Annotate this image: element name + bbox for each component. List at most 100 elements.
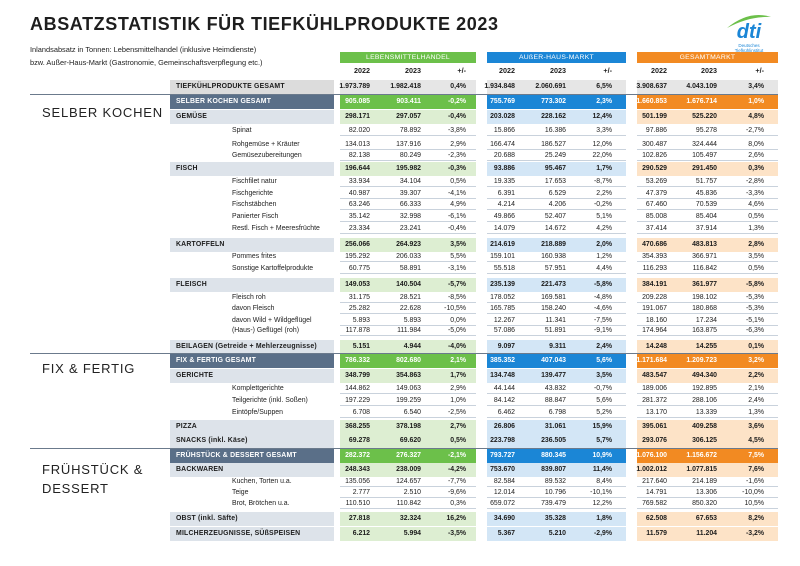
row-separator (487, 508, 626, 509)
row-separator (487, 313, 626, 314)
row-value: 39.307 (399, 190, 421, 197)
row-value: 37.914 (695, 225, 717, 232)
row-label: TIEFKÜHLPRODUKTE GESAMT (176, 83, 285, 90)
row-value: 196.644 (345, 165, 370, 172)
row-label: MILCHERZEUGNISSE, SÜßSPEISEN (176, 530, 301, 537)
row-value: -5,7% (447, 281, 466, 288)
row-value: 214.189 (692, 478, 717, 485)
page-title: ABSATZSTATISTIK FÜR TIEFKÜHLPRODUKTE 202… (30, 14, 499, 34)
row-value: 6.540 (403, 409, 421, 416)
row-separator (637, 135, 778, 136)
row-separator (340, 149, 476, 150)
row-value: 192.895 (692, 385, 717, 392)
row-value: -5,8% (745, 281, 764, 288)
row-value: 93.886 (493, 165, 515, 172)
row-value: 793.727 (490, 452, 515, 459)
row-value: 659.072 (490, 500, 515, 507)
row-value: 1,3% (748, 409, 764, 416)
row-value: 3,5% (748, 253, 764, 260)
row-value: -1,6% (745, 478, 764, 485)
row-value: 206.033 (396, 253, 421, 260)
row-separator (340, 209, 476, 210)
row-value: 1.171.684 (636, 357, 667, 364)
row-value: 27.818 (348, 515, 370, 522)
row-value: 16.386 (544, 127, 566, 134)
table-row: Gemüsezubereitungen 82.138 80.249 -2,3% 20.6… (0, 150, 800, 161)
row-label-background (170, 238, 334, 252)
row-value: 111.984 (397, 327, 421, 334)
row-value: 276.327 (396, 452, 421, 459)
row-value: 66.333 (399, 201, 421, 208)
row-value: 264.923 (396, 241, 421, 248)
table-row: KARTOFFELN 256.066 264.923 3,5% 214.619 218.8… (0, 238, 800, 252)
row-separator (637, 273, 778, 274)
table-row: Komplettgerichte 144.862 149.063 2,9% 44.144… (0, 383, 800, 394)
row-value: 117.878 (345, 327, 370, 334)
row-value: 88.847 (544, 397, 566, 404)
row-label: Panierter Fisch (232, 213, 279, 220)
logo-tagline-2: Tiefkühlinstitut (735, 48, 764, 53)
row-value: 281.372 (642, 397, 667, 404)
row-value: 5,6% (596, 357, 612, 364)
row-value: 149.053 (345, 281, 370, 288)
group-cell-background (340, 449, 476, 463)
row-value: 35.328 (544, 515, 566, 522)
row-value: 12.267 (493, 317, 515, 324)
row-value: 16,2% (446, 515, 466, 522)
row-value: -3,8% (447, 127, 466, 134)
row-value: 5.210 (548, 530, 566, 537)
row-value: -7,5% (593, 317, 612, 324)
group-cell-background (487, 340, 626, 354)
table-row: Teige 2.777 2.510 -9,6% 12.014 10.796 -10,1% 14… (0, 487, 800, 498)
row-value: 2,9% (450, 385, 466, 392)
row-value: 3,3% (596, 127, 612, 134)
row-value: 7,5% (748, 452, 764, 459)
row-value: -10,1% (590, 489, 612, 496)
row-value: 753.670 (490, 466, 515, 473)
row-value: 361.977 (692, 281, 717, 288)
row-value: 4,2% (596, 225, 612, 232)
row-value: 6.798 (548, 409, 566, 416)
group-cell-background (340, 434, 476, 448)
row-separator (637, 325, 778, 326)
row-value: 12,2% (592, 500, 612, 507)
row-separator (637, 313, 778, 314)
row-value: 197.229 (345, 397, 370, 404)
row-value: 32.998 (399, 213, 421, 220)
group-cell-background (487, 420, 626, 434)
row-value: 5,1% (596, 213, 612, 220)
row-value: 12,0% (592, 141, 612, 148)
row-value: 2,8% (748, 241, 764, 248)
group-cell-background (637, 354, 778, 368)
row-value: 82.020 (348, 127, 370, 134)
row-separator (637, 198, 778, 199)
row-label: Komplettgerichte (232, 385, 284, 392)
row-value: 7,6% (748, 466, 764, 473)
row-label: Eintöpfe/Suppen (232, 409, 283, 416)
row-value: -4,2% (447, 466, 466, 473)
row-value: 25.249 (544, 152, 566, 159)
subtitle-line-2: bzw. Außer-Haus-Markt (Gastronomie, Geme… (30, 58, 263, 67)
row-value: 4.944 (403, 343, 421, 350)
row-separator (340, 186, 476, 187)
group-cell-background (340, 162, 476, 176)
row-value: 324.444 (692, 141, 717, 148)
table-row: PIZZA 368.255 378.198 2,7% 26.806 31.061 15,9%… (0, 420, 800, 434)
group-cell-background (637, 369, 778, 383)
row-value: 1.002.012 (636, 466, 667, 473)
table-row: Eintöpfe/Suppen 6.708 6.540 -2,5% 6.462 6.798… (0, 407, 800, 418)
row-value: 57.086 (493, 327, 515, 334)
row-value: 10,9% (592, 452, 612, 459)
row-value: 6.462 (497, 409, 515, 416)
row-value: 282.372 (345, 452, 370, 459)
subtitle-line-1: Inlandsabsatz in Tonnen: Lebensmittelhan… (30, 45, 257, 54)
row-value: 214.619 (490, 241, 515, 248)
row-label: SNACKS (inkl. Käse) (176, 437, 248, 444)
row-value: 769.582 (642, 500, 667, 507)
group-cell-background (340, 80, 476, 94)
group-cell-background (487, 434, 626, 448)
row-value: 51.757 (695, 178, 717, 185)
row-label: Fleisch roh (232, 294, 266, 301)
row-separator (487, 335, 626, 336)
col-header-year-2023: 2023 (701, 66, 717, 75)
